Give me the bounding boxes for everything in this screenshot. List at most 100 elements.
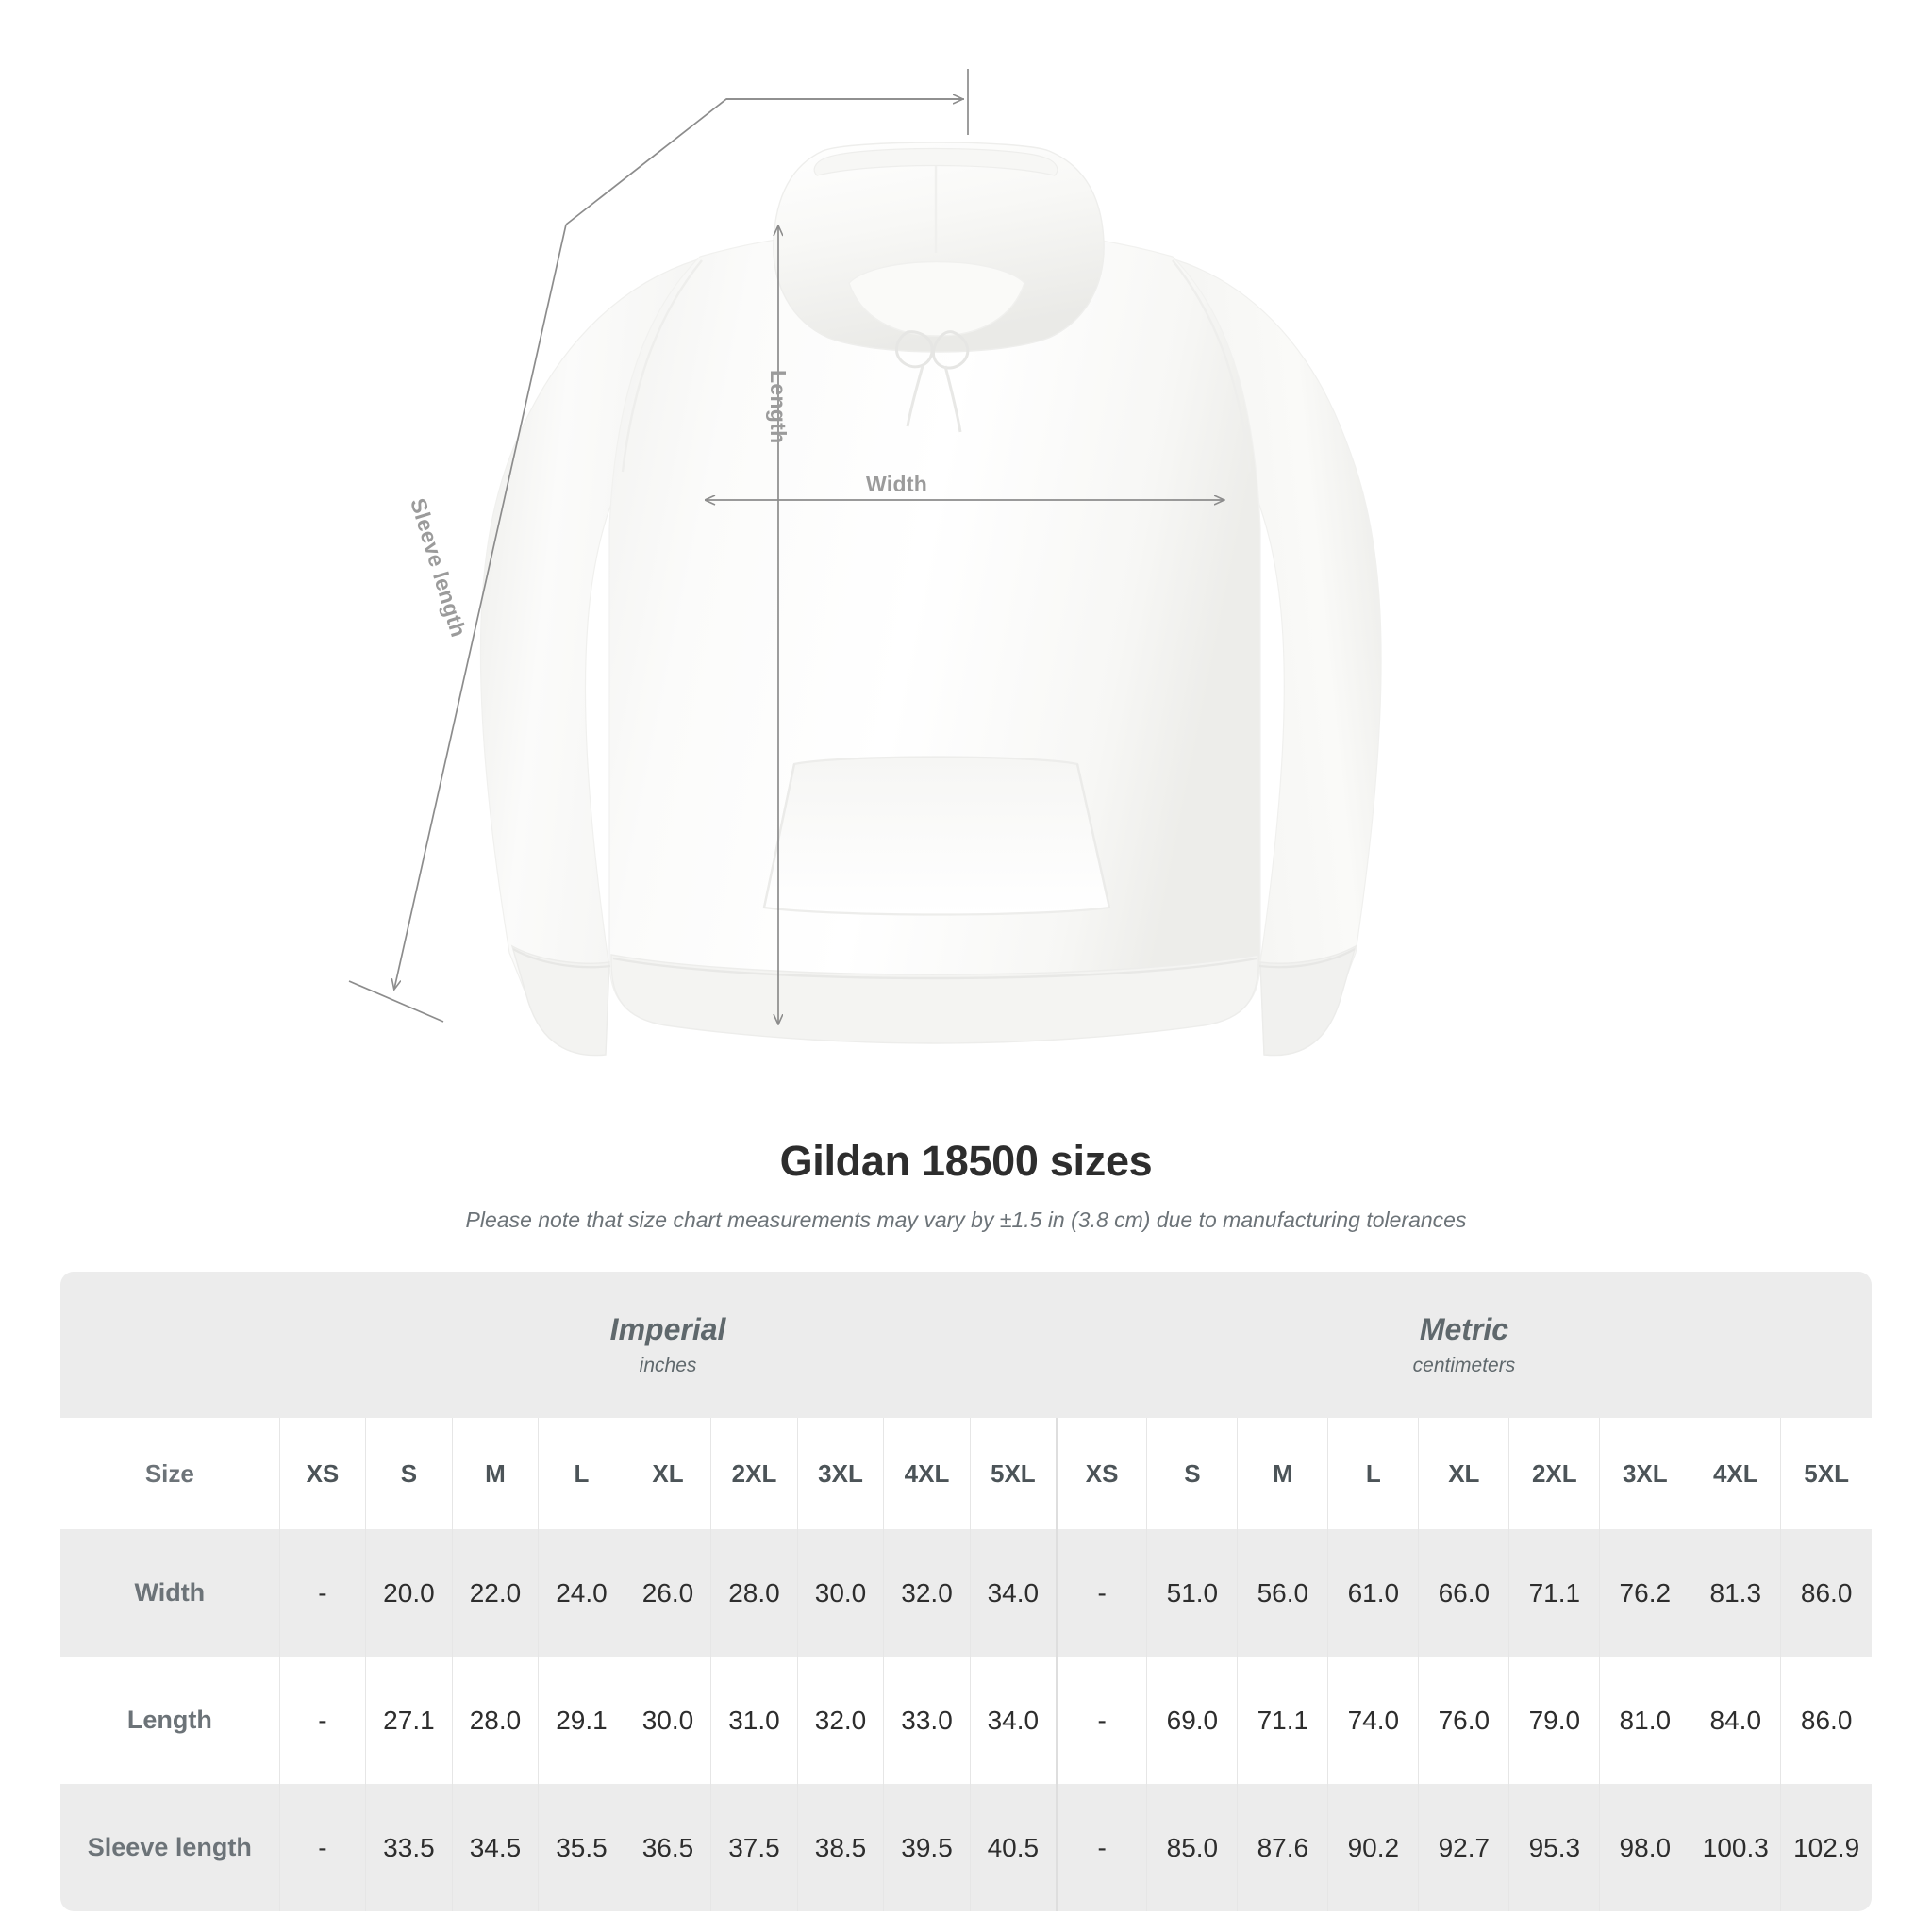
cell-sleeve-metric-m: 87.6	[1237, 1784, 1328, 1911]
hood-top-edge	[813, 147, 1058, 176]
cell-length-imperial-2xl: 31.0	[710, 1657, 798, 1784]
table-row: Length - 27.1 28.0 29.1 30.0 31.0 32.0 3…	[60, 1657, 1872, 1784]
cell-length-metric-xs: -	[1055, 1657, 1147, 1784]
cell-length-imperial-s: 27.1	[365, 1657, 453, 1784]
cell-sleeve-metric-s: 85.0	[1146, 1784, 1238, 1911]
cell-width-imperial-xl: 26.0	[624, 1529, 711, 1657]
metric-label: Metric	[1419, 1312, 1509, 1347]
cell-length-imperial-l: 29.1	[538, 1657, 625, 1784]
size-header-imperial-m: M	[451, 1418, 539, 1529]
cell-width-metric-5xl: 86.0	[1780, 1529, 1872, 1657]
cell-length-imperial-xs: -	[278, 1657, 366, 1784]
unit-group-row: Imperial inches Metric centimeters	[60, 1272, 1872, 1418]
size-header-metric-l: L	[1327, 1418, 1419, 1529]
cell-length-metric-3xl: 81.0	[1599, 1657, 1690, 1784]
cell-width-metric-2xl: 71.1	[1508, 1529, 1600, 1657]
width-dimension-label: Width	[866, 472, 928, 496]
size-header-metric-3xl: 3XL	[1599, 1418, 1690, 1529]
size-header-metric-s: S	[1146, 1418, 1238, 1529]
cell-sleeve-imperial-4xl: 39.5	[883, 1784, 971, 1911]
cell-sleeve-imperial-s: 33.5	[365, 1784, 453, 1911]
size-header-row: Size XS S M L XL 2XL 3XL 4XL 5XL XS S M …	[60, 1418, 1872, 1529]
cell-width-metric-xs: -	[1055, 1529, 1147, 1657]
size-header-imperial-4xl: 4XL	[883, 1418, 971, 1529]
right-cuff-seam	[1258, 948, 1356, 969]
left-cuff-seam	[512, 948, 611, 969]
cell-length-imperial-4xl: 33.0	[883, 1657, 971, 1784]
cell-length-metric-s: 69.0	[1146, 1657, 1238, 1784]
size-header-metric-xl: XL	[1418, 1418, 1509, 1529]
size-header-imperial-5xl: 5XL	[969, 1418, 1057, 1529]
cell-length-metric-5xl: 86.0	[1780, 1657, 1872, 1784]
cell-width-imperial-s: 20.0	[365, 1529, 453, 1657]
cell-length-imperial-3xl: 32.0	[796, 1657, 884, 1784]
cell-sleeve-metric-l: 90.2	[1327, 1784, 1419, 1911]
metric-unit: centimeters	[1412, 1354, 1516, 1376]
neck-opening	[848, 260, 1025, 337]
drawstring-left-loop	[895, 330, 934, 369]
cell-width-metric-3xl: 76.2	[1599, 1529, 1690, 1657]
left-sleeve	[479, 258, 699, 1056]
cell-width-imperial-m: 22.0	[451, 1529, 539, 1657]
cell-width-metric-4xl: 81.3	[1690, 1529, 1781, 1657]
left-cuff	[510, 944, 610, 1057]
cell-width-metric-l: 61.0	[1327, 1529, 1419, 1657]
size-header-label: Size	[60, 1418, 280, 1529]
cell-width-imperial-4xl: 32.0	[883, 1529, 971, 1657]
table-row: Sleeve length - 33.5 34.5 35.5 36.5 37.5…	[60, 1784, 1872, 1911]
length-dimension-label: Length	[766, 370, 791, 444]
cell-width-imperial-3xl: 30.0	[796, 1529, 884, 1657]
cell-sleeve-imperial-3xl: 38.5	[796, 1784, 884, 1911]
sleeve-dimension-arrow	[394, 224, 567, 989]
sleeve-bottom-tick	[348, 980, 444, 1023]
size-header-imperial-xl: XL	[624, 1418, 711, 1529]
row-label-sleeve-length: Sleeve length	[60, 1784, 280, 1911]
cell-sleeve-imperial-5xl: 40.5	[969, 1784, 1057, 1911]
cell-length-metric-2xl: 79.0	[1508, 1657, 1600, 1784]
cell-sleeve-metric-xs: -	[1055, 1784, 1147, 1911]
row-label-length: Length	[60, 1657, 280, 1784]
unit-spacer-cell	[60, 1272, 280, 1418]
drawstring-right-loop	[931, 330, 970, 370]
cell-length-imperial-m: 28.0	[451, 1657, 539, 1784]
cell-sleeve-imperial-m: 34.5	[451, 1784, 539, 1911]
cell-sleeve-imperial-2xl: 37.5	[710, 1784, 798, 1911]
cell-length-imperial-xl: 30.0	[624, 1657, 711, 1784]
cell-width-imperial-2xl: 28.0	[710, 1529, 798, 1657]
imperial-group-header: Imperial inches	[279, 1272, 1057, 1418]
cell-sleeve-metric-5xl: 102.9	[1780, 1784, 1872, 1911]
size-header-metric-4xl: 4XL	[1690, 1418, 1781, 1529]
cell-length-metric-l: 74.0	[1327, 1657, 1419, 1784]
cell-width-imperial-5xl: 34.0	[969, 1529, 1057, 1657]
cell-length-imperial-5xl: 34.0	[969, 1657, 1057, 1784]
right-sleeve	[1174, 258, 1382, 1056]
cell-width-metric-m: 56.0	[1237, 1529, 1328, 1657]
table-row: Width - 20.0 22.0 24.0 26.0 28.0 30.0 32…	[60, 1529, 1872, 1657]
garment-diagram: Length Width Sleeve length	[348, 69, 1382, 1057]
waistband-seam	[612, 957, 1257, 980]
cell-sleeve-imperial-l: 35.5	[538, 1784, 625, 1911]
cell-width-imperial-xs: -	[278, 1529, 366, 1657]
cell-sleeve-metric-2xl: 95.3	[1508, 1784, 1600, 1911]
size-header-imperial-2xl: 2XL	[710, 1418, 798, 1529]
size-header-imperial-s: S	[365, 1418, 453, 1529]
size-table-container: Imperial inches Metric centimeters Size …	[60, 1272, 1872, 1911]
cell-width-metric-s: 51.0	[1146, 1529, 1238, 1657]
size-header-metric-m: M	[1237, 1418, 1328, 1529]
size-header-metric-xs: XS	[1055, 1418, 1147, 1529]
cell-width-metric-xl: 66.0	[1418, 1529, 1509, 1657]
drawstring-tail-left	[906, 365, 924, 427]
size-table: Imperial inches Metric centimeters Size …	[60, 1272, 1872, 1911]
imperial-label: Imperial	[609, 1312, 726, 1347]
cell-sleeve-metric-xl: 92.7	[1418, 1784, 1509, 1911]
size-header-metric-5xl: 5XL	[1780, 1418, 1872, 1529]
cell-length-metric-xl: 76.0	[1418, 1657, 1509, 1784]
cell-length-metric-m: 71.1	[1237, 1657, 1328, 1784]
cell-sleeve-imperial-xl: 36.5	[624, 1784, 711, 1911]
drawstring-tail-right	[943, 365, 962, 433]
right-cuff	[1259, 944, 1357, 1057]
kangaroo-pocket	[762, 756, 1111, 916]
title-block: Gildan 18500 sizes Please note that size…	[0, 1137, 1932, 1233]
row-label-width: Width	[60, 1529, 280, 1657]
